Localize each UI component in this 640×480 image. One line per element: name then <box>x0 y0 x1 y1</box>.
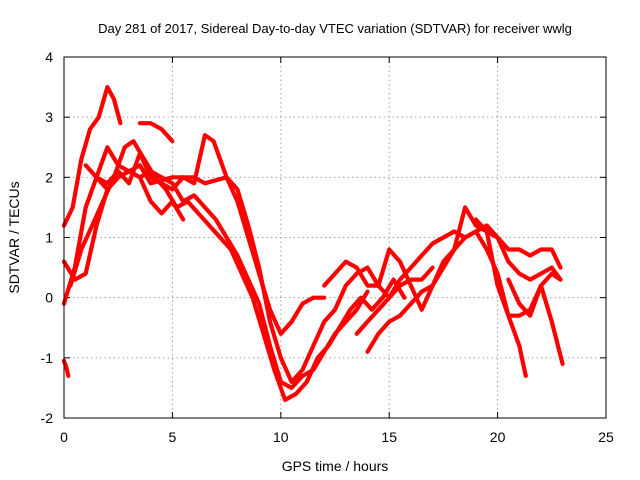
x-tick-label: 5 <box>169 429 177 445</box>
x-tick-label: 10 <box>273 429 289 445</box>
y-tick-label: 3 <box>45 109 53 125</box>
chart-title: Day 281 of 2017, Sidereal Day-to-day VTE… <box>98 21 572 36</box>
x-tick-label: 20 <box>490 429 506 445</box>
series-trace-1 <box>61 84 123 228</box>
series-trace-3 <box>61 145 327 336</box>
series-trace-9 <box>322 223 563 312</box>
y-tick-label: -2 <box>41 410 54 426</box>
y-tick-label: 4 <box>45 49 53 65</box>
series-trace-6 <box>68 139 407 402</box>
x-axis-label: GPS time / hours <box>282 458 389 474</box>
y-tick-label: -1 <box>41 350 54 366</box>
data-series <box>61 84 565 402</box>
series-trace-8 <box>61 358 71 378</box>
series-trace-12 <box>473 217 563 270</box>
y-axis-label: SDTVAR / TECUs <box>6 181 22 293</box>
series-trace-10 <box>354 229 528 378</box>
series-trace-13 <box>506 271 563 318</box>
x-tick-label: 15 <box>381 429 397 445</box>
y-tick-label: 2 <box>45 169 53 185</box>
series-trace-7 <box>137 121 175 144</box>
plot-frame <box>63 56 607 419</box>
x-tick-label: 0 <box>60 429 68 445</box>
y-tick-label: 0 <box>45 290 53 306</box>
axis-ticks: 0 5 10 15 20 25 -2 -1 0 1 2 3 4 <box>41 49 614 445</box>
x-tick-label: 25 <box>598 429 614 445</box>
y-tick-label: 1 <box>45 230 53 246</box>
series-trace-4 <box>83 133 435 384</box>
